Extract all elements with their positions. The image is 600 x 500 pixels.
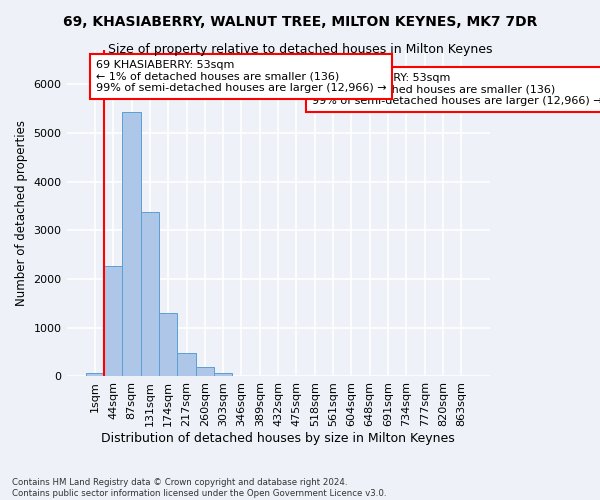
Text: 69 KHASIABERRY: 53sqm
← 1% of detached houses are smaller (136)
99% of semi-deta: 69 KHASIABERRY: 53sqm ← 1% of detached h…	[312, 73, 600, 106]
Text: Contains HM Land Registry data © Crown copyright and database right 2024.
Contai: Contains HM Land Registry data © Crown c…	[12, 478, 386, 498]
Y-axis label: Number of detached properties: Number of detached properties	[15, 120, 28, 306]
Text: 69, KHASIABERRY, WALNUT TREE, MILTON KEYNES, MK7 7DR: 69, KHASIABERRY, WALNUT TREE, MILTON KEY…	[63, 15, 537, 29]
Bar	[196, 368, 214, 376]
Bar	[86, 373, 104, 376]
Bar	[141, 212, 159, 376]
Text: 69 KHASIABERRY: 53sqm
← 1% of detached houses are smaller (136)
99% of semi-deta: 69 KHASIABERRY: 53sqm ← 1% of detached h…	[95, 60, 386, 93]
Bar	[104, 266, 122, 376]
Bar	[159, 313, 178, 376]
X-axis label: Distribution of detached houses by size in Milton Keynes: Distribution of detached houses by size …	[101, 432, 455, 445]
Bar	[122, 112, 141, 376]
Text: Size of property relative to detached houses in Milton Keynes: Size of property relative to detached ho…	[108, 42, 492, 56]
Bar	[214, 373, 232, 376]
Bar	[178, 352, 196, 376]
